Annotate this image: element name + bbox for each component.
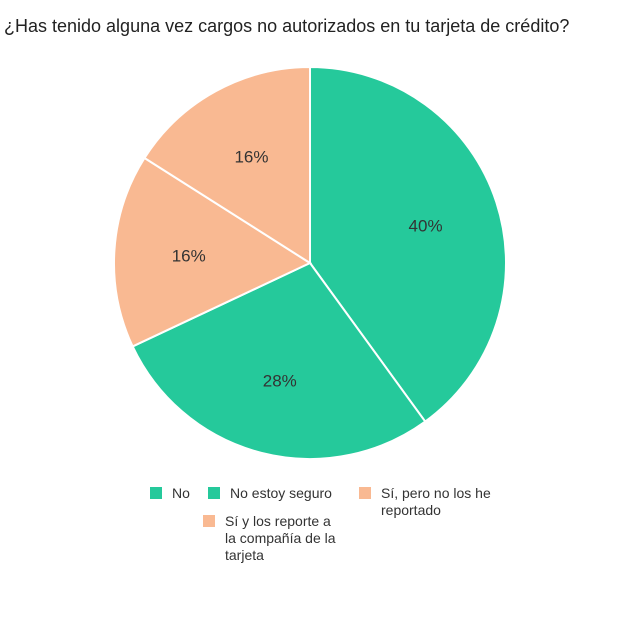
legend-swatch [203,515,215,527]
legend-item-si-no-reportado[interactable]: Sí, pero no los he reportado [359,485,499,519]
legend-item-no-estoy-seguro[interactable]: No estoy seguro [208,485,332,502]
pie-slice[interactable] [309,65,507,423]
legend-swatch [208,487,220,499]
slice-label: 28% [263,372,297,391]
slice-label: 40% [409,216,443,235]
legend-swatch [359,487,371,499]
legend-label: No [172,485,190,501]
slice-label: 16% [172,246,206,265]
legend-label: Sí, pero no los he reportado [381,485,491,518]
pie-slice[interactable] [143,65,311,265]
legend-item-no[interactable]: No [150,485,190,502]
legend-item-si-reportado[interactable]: Sí y los reporte a la compañía de la tar… [203,513,343,564]
pie-slice[interactable] [131,261,427,460]
slice-label: 16% [234,148,268,167]
legend-swatch [150,487,162,499]
chart-title: ¿Has tenido alguna vez cargos no autoriz… [4,16,570,36]
legend-label: Sí y los reporte a la compañía de la tar… [225,513,336,563]
legend-label: No estoy seguro [230,485,332,501]
pie-slice[interactable] [113,156,313,348]
